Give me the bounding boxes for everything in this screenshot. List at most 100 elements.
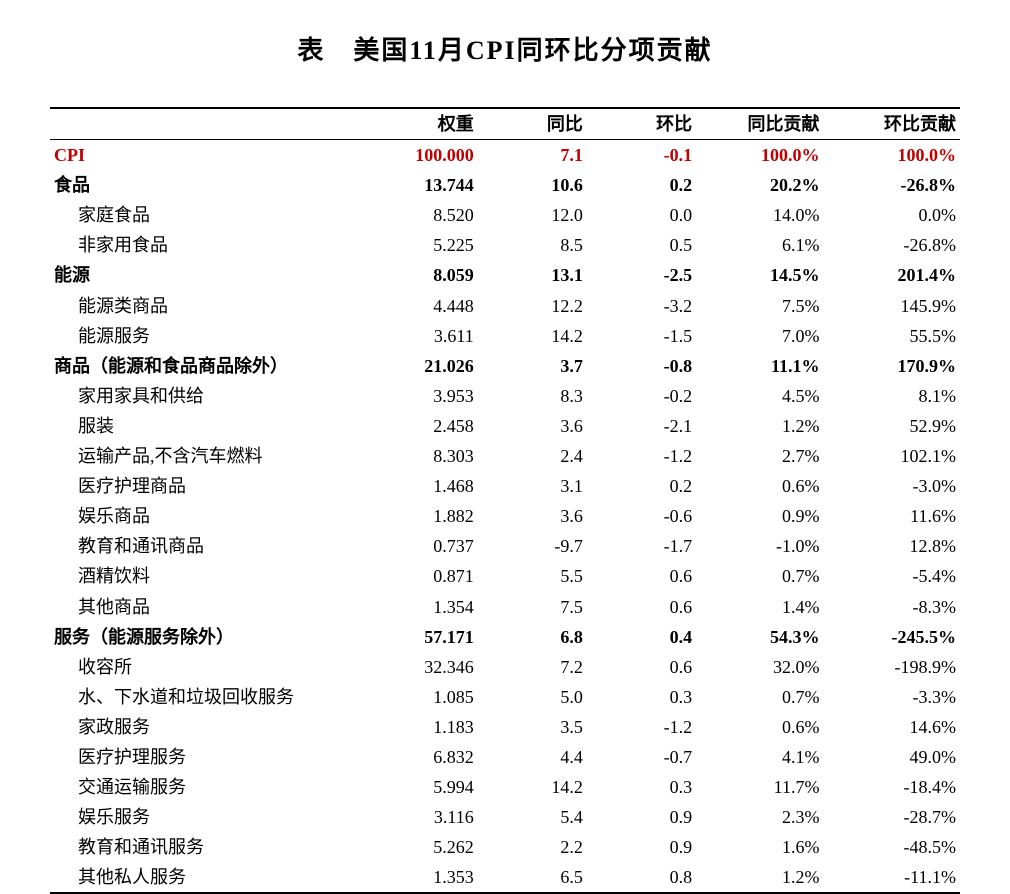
table-cell: -26.8% <box>823 170 960 200</box>
table-cell: 其他私人服务 <box>50 862 359 893</box>
table-cell: 家用家具和供给 <box>50 381 359 411</box>
table-cell: 32.346 <box>359 652 477 682</box>
table-cell: 2.7% <box>696 441 823 471</box>
table-cell: 医疗护理服务 <box>50 742 359 772</box>
table-cell: 0.6% <box>696 712 823 742</box>
table-cell: 1.882 <box>359 501 477 531</box>
table-cell: 能源 <box>50 260 359 290</box>
header-cell: 环比 <box>587 108 696 140</box>
cpi-table: 权重同比环比同比贡献环比贡献 CPI100.0007.1-0.1100.0%10… <box>50 107 960 894</box>
table-cell: 医疗护理商品 <box>50 471 359 501</box>
table-cell: 8.3 <box>478 381 587 411</box>
table-cell: 0.2 <box>587 170 696 200</box>
table-cell: 12.0 <box>478 200 587 230</box>
table-cell: 0.0% <box>823 200 960 230</box>
table-cell: 7.1 <box>478 140 587 171</box>
table-cell: -198.9% <box>823 652 960 682</box>
table-cell: 100.000 <box>359 140 477 171</box>
header-cell: 同比 <box>478 108 587 140</box>
table-cell: 1.183 <box>359 712 477 742</box>
table-cell: -11.1% <box>823 862 960 893</box>
table-cell: 3.116 <box>359 802 477 832</box>
table-row: 医疗护理服务6.8324.4-0.74.1%49.0% <box>50 742 960 772</box>
table-row: 收容所32.3467.20.632.0%-198.9% <box>50 652 960 682</box>
table-cell: 服装 <box>50 411 359 441</box>
table-cell: 0.6 <box>587 561 696 591</box>
table-cell: 0.7% <box>696 561 823 591</box>
table-cell: 4.448 <box>359 291 477 321</box>
table-cell: 52.9% <box>823 411 960 441</box>
table-row: 家政服务1.1833.5-1.20.6%14.6% <box>50 712 960 742</box>
table-cell: 100.0% <box>696 140 823 171</box>
table-row: 能源类商品4.44812.2-3.27.5%145.9% <box>50 291 960 321</box>
table-cell: -1.2 <box>587 441 696 471</box>
table-cell: 2.2 <box>478 832 587 862</box>
table-cell: 7.5 <box>478 592 587 622</box>
table-cell: 6.8 <box>478 622 587 652</box>
table-cell: 4.4 <box>478 742 587 772</box>
table-cell: -1.7 <box>587 531 696 561</box>
table-cell: 1.2% <box>696 411 823 441</box>
table-cell: 水、下水道和垃圾回收服务 <box>50 682 359 712</box>
table-row: 娱乐商品1.8823.6-0.60.9%11.6% <box>50 501 960 531</box>
table-row: 其他私人服务1.3536.50.81.2%-11.1% <box>50 862 960 893</box>
header-cell <box>50 108 359 140</box>
table-cell: 8.059 <box>359 260 477 290</box>
table-cell: -0.2 <box>587 381 696 411</box>
table-cell: 6.5 <box>478 862 587 893</box>
table-cell: 能源服务 <box>50 321 359 351</box>
table-row: 交通运输服务5.99414.20.311.7%-18.4% <box>50 772 960 802</box>
table-cell: -18.4% <box>823 772 960 802</box>
table-cell: 3.5 <box>478 712 587 742</box>
table-cell: 102.1% <box>823 441 960 471</box>
table-cell: -3.2 <box>587 291 696 321</box>
table-cell: 家政服务 <box>50 712 359 742</box>
table-row: 教育和通讯服务5.2622.20.91.6%-48.5% <box>50 832 960 862</box>
table-cell: 7.5% <box>696 291 823 321</box>
table-cell: 0.3 <box>587 772 696 802</box>
table-cell: -9.7 <box>478 531 587 561</box>
table-cell: -48.5% <box>823 832 960 862</box>
table-cell: 10.6 <box>478 170 587 200</box>
table-cell: 0.2 <box>587 471 696 501</box>
table-row: 家庭食品8.52012.00.014.0%0.0% <box>50 200 960 230</box>
table-cell: 0.4 <box>587 622 696 652</box>
table-cell: 收容所 <box>50 652 359 682</box>
table-cell: -26.8% <box>823 230 960 260</box>
table-cell: 14.0% <box>696 200 823 230</box>
table-cell: -5.4% <box>823 561 960 591</box>
table-body: CPI100.0007.1-0.1100.0%100.0%食品13.74410.… <box>50 140 960 894</box>
table-cell: 5.0 <box>478 682 587 712</box>
table-cell: -0.7 <box>587 742 696 772</box>
table-cell: 3.6 <box>478 501 587 531</box>
table-row: 服务（能源服务除外）57.1716.80.454.3%-245.5% <box>50 622 960 652</box>
table-cell: 8.520 <box>359 200 477 230</box>
table-cell: 娱乐服务 <box>50 802 359 832</box>
header-cell: 环比贡献 <box>823 108 960 140</box>
table-cell: -0.8 <box>587 351 696 381</box>
table-row: 教育和通讯商品0.737-9.7-1.7-1.0%12.8% <box>50 531 960 561</box>
table-cell: 1.6% <box>696 832 823 862</box>
table-cell: 1.354 <box>359 592 477 622</box>
table-cell: 14.6% <box>823 712 960 742</box>
table-cell: -28.7% <box>823 802 960 832</box>
table-cell: -3.3% <box>823 682 960 712</box>
header-row: 权重同比环比同比贡献环比贡献 <box>50 108 960 140</box>
table-cell: 2.4 <box>478 441 587 471</box>
table-row: 水、下水道和垃圾回收服务1.0855.00.30.7%-3.3% <box>50 682 960 712</box>
table-cell: 4.1% <box>696 742 823 772</box>
table-cell: 0.9 <box>587 832 696 862</box>
table-row: CPI100.0007.1-0.1100.0%100.0% <box>50 140 960 171</box>
table-cell: 家庭食品 <box>50 200 359 230</box>
table-cell: 0.737 <box>359 531 477 561</box>
table-cell: 5.994 <box>359 772 477 802</box>
header-cell: 同比贡献 <box>696 108 823 140</box>
table-cell: 21.026 <box>359 351 477 381</box>
table-cell: 13.744 <box>359 170 477 200</box>
table-cell: -0.1 <box>587 140 696 171</box>
table-cell: 3.953 <box>359 381 477 411</box>
table-cell: 3.6 <box>478 411 587 441</box>
table-cell: 其他商品 <box>50 592 359 622</box>
table-cell: 201.4% <box>823 260 960 290</box>
table-cell: 食品 <box>50 170 359 200</box>
